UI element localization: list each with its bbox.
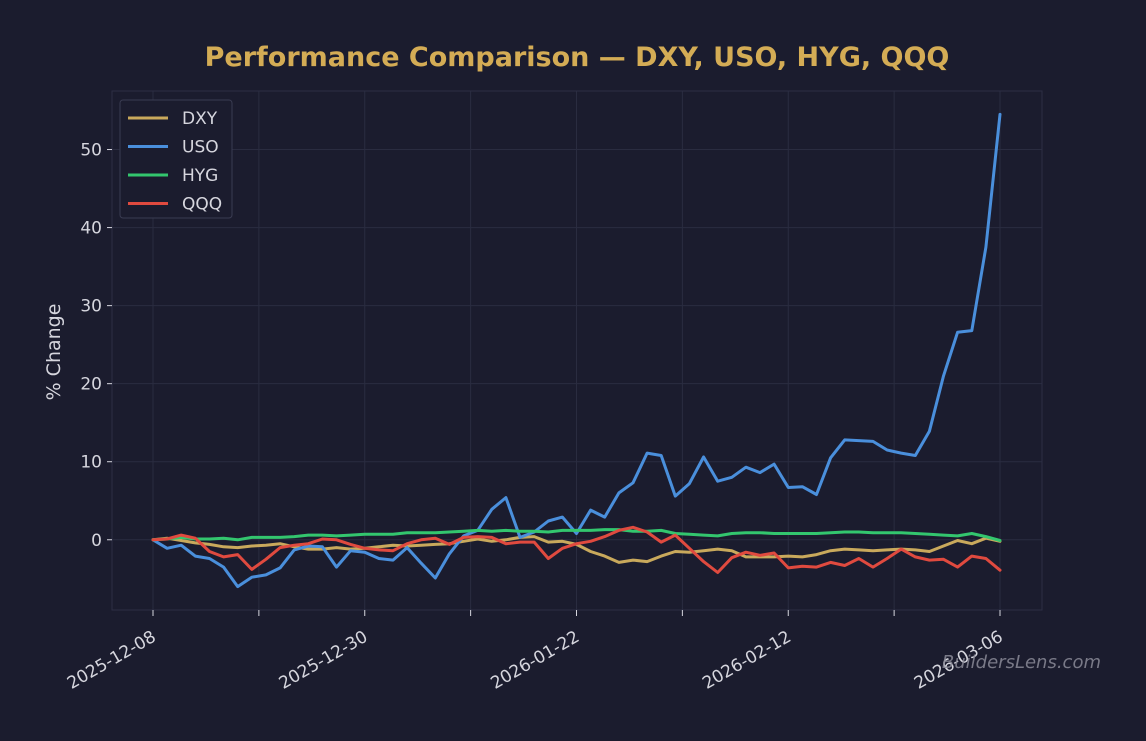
grid-lines bbox=[112, 91, 1042, 610]
legend: DXY USO HYG QQQ bbox=[119, 99, 233, 219]
series-line-hyg bbox=[151, 528, 1002, 542]
y-tick-label: 50 bbox=[80, 141, 102, 161]
y-tick-label: 10 bbox=[80, 453, 102, 473]
legend-label-dxy: DXY bbox=[182, 109, 218, 129]
legend-entries: DXY USO HYG QQQ bbox=[128, 109, 222, 215]
watermark: BuildersLens.com bbox=[942, 652, 1101, 673]
legend-label-hyg: HYG bbox=[182, 166, 218, 186]
y-tick-label: 30 bbox=[80, 297, 102, 317]
chart-title: Performance Comparison — DXY, USO, HYG, … bbox=[205, 42, 950, 73]
y-axis-label: % Change bbox=[43, 304, 65, 401]
legend-frame bbox=[119, 99, 233, 219]
series-line-qqq bbox=[151, 525, 1002, 574]
legend-label-uso: USO bbox=[182, 138, 219, 158]
y-axis-ticks: 0 10 20 30 40 50 bbox=[80, 141, 112, 551]
y-tick-label: 0 bbox=[91, 531, 102, 551]
series-lines bbox=[151, 112, 1002, 589]
series-line-uso bbox=[151, 112, 1002, 589]
y-tick-label: 40 bbox=[80, 219, 102, 239]
y-tick-label: 20 bbox=[80, 375, 102, 395]
legend-label-qqq: QQQ bbox=[182, 195, 222, 215]
